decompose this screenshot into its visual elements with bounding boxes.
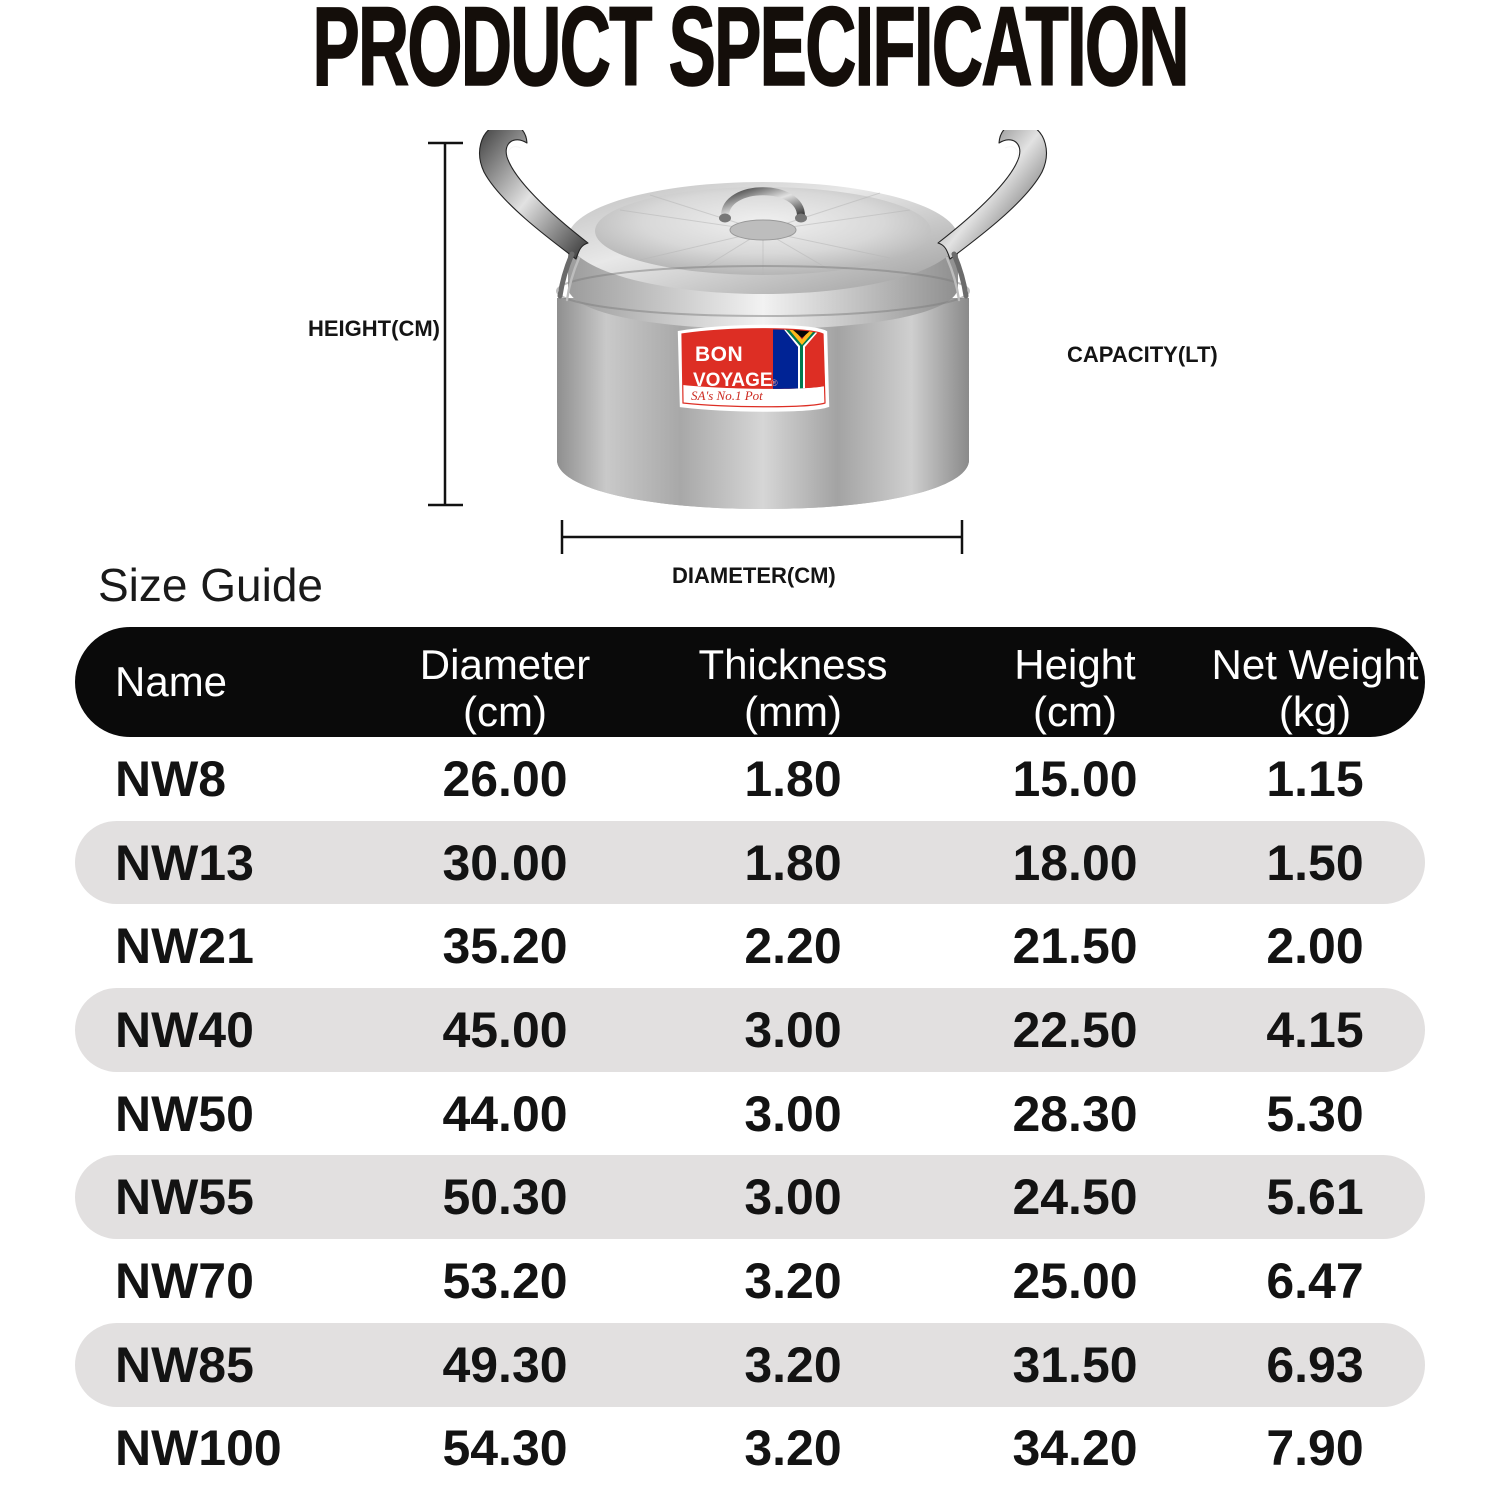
svg-text:SA's No.1 Pot: SA's No.1 Pot xyxy=(691,388,763,403)
svg-text:®: ® xyxy=(771,378,778,388)
svg-text:BON: BON xyxy=(695,343,743,366)
